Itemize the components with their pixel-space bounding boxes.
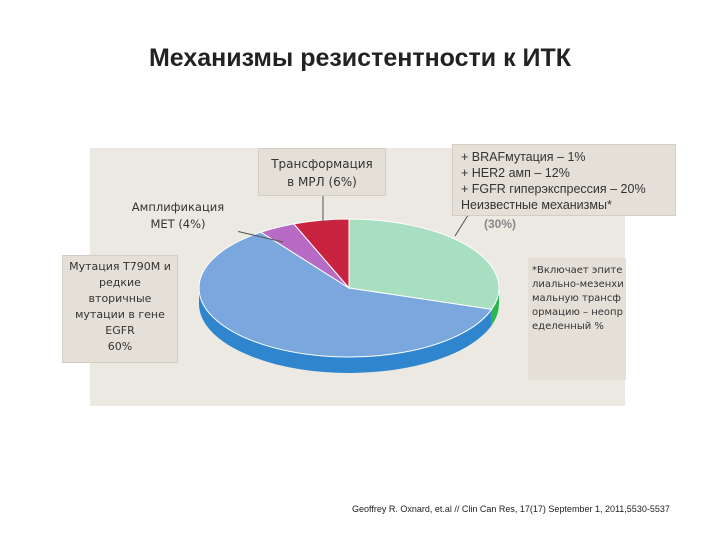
label-t790m-line-4: мутации в гене: [75, 308, 165, 321]
label-met-amplification: Амплификация MET (4%): [118, 196, 238, 236]
citation: Geoffrey R. Oxnard, et.al // Clin Can Re…: [352, 504, 670, 514]
label-t790m-line-6: 60%: [107, 340, 133, 353]
label-other-line-1: + BRAFмутация – 1%: [461, 150, 586, 164]
label-sclc-transformation: Трансформация в МРЛ (6%): [258, 148, 386, 196]
pie-slice-0: [348, 218, 500, 310]
leader-line-2: [454, 211, 471, 237]
label-t790m-line-1: Мутация T790M и: [69, 260, 171, 273]
label-other-line-3: + FGFR гиперэкспрессия – 20%: [461, 182, 646, 196]
label-other-line-4: Неизвестные механизмы*: [461, 198, 612, 212]
label-t790m-line-3: вторичные: [88, 292, 152, 305]
footnote: *Включает эпителиально-мезенхимальную тр…: [528, 258, 626, 380]
label-other-percent: (30%): [484, 217, 517, 231]
pie-slice-3: [292, 218, 350, 290]
label-other-mechanisms: + BRAFмутация – 1% + HER2 амп – 12% + FG…: [452, 144, 676, 216]
label-t790m-line-2: редкие: [99, 276, 141, 289]
pie-side-1-0: [199, 288, 492, 374]
label-t790m-line-5: EGFR: [105, 324, 135, 337]
label-t790m: Мутация T790M и редкие вторичные мутации…: [62, 255, 178, 363]
pie-side-0-0: [491, 288, 499, 326]
label-other-line-2: + HER2 амп – 12%: [461, 166, 570, 180]
label-sclc-line-1: Трансформация: [271, 157, 373, 171]
label-sclc-line-2: в МРЛ (6%): [287, 175, 357, 189]
label-met-line-2: MET (4%): [150, 217, 206, 231]
slide-title: Механизмы резистентности к ИТК: [148, 44, 572, 72]
pie-slice-1: [198, 231, 493, 358]
leader-line-0: [235, 230, 284, 243]
label-met-line-1: Амплификация: [131, 200, 225, 214]
